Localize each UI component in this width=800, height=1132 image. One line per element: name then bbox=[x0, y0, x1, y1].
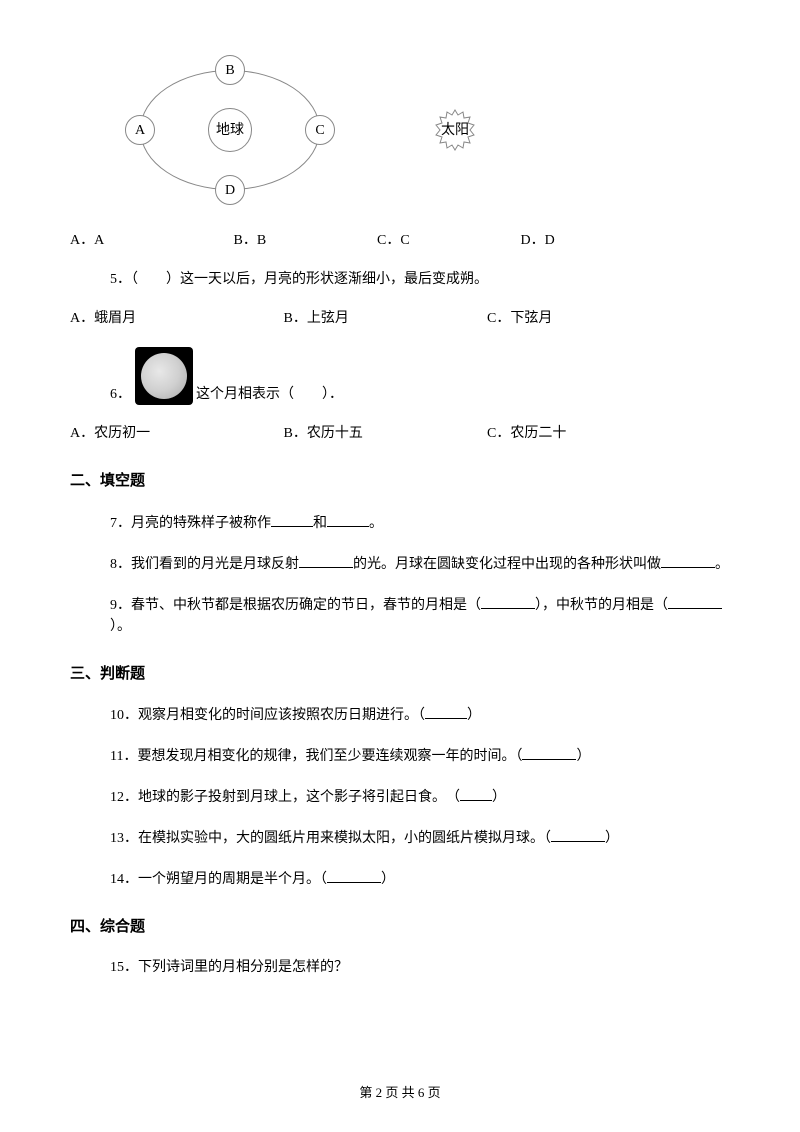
q5-opt-c: C．下弦月 bbox=[487, 308, 552, 329]
q11-blank[interactable] bbox=[522, 744, 576, 760]
node-a: A bbox=[125, 115, 155, 145]
q10-close: ） bbox=[467, 708, 481, 723]
footer-a: 第 bbox=[359, 1085, 375, 1100]
earth-node: 地球 bbox=[208, 108, 252, 152]
q4-opt-c: C．C bbox=[377, 230, 517, 251]
q15: 15．下列诗词里的月相分别是怎样的？ bbox=[110, 957, 730, 978]
node-b-label: B bbox=[225, 60, 234, 81]
q8-part3: 。 bbox=[715, 557, 729, 572]
footer-c: 页 bbox=[424, 1085, 440, 1100]
q9-part1: 9．春节、中秋节都是根据农历确定的节日，春节的月相是（ bbox=[110, 598, 481, 613]
q10-text: 10．观察月相变化的时间应该按照农历日期进行。（ bbox=[110, 708, 425, 723]
section-2-title: 二、填空题 bbox=[70, 470, 730, 493]
q9: 9．春节、中秋节都是根据农历确定的节日，春节的月相是（ ），中秋节的月相是（ ）。 bbox=[110, 593, 730, 637]
q6-opt-a: A．农历初一 bbox=[70, 423, 280, 444]
q11: 11．要想发现月相变化的规律，我们至少要连续观察一年的时间。（ ） bbox=[110, 744, 730, 767]
q14-close: ） bbox=[381, 872, 395, 887]
section-3-title: 三、判断题 bbox=[70, 663, 730, 686]
q5-opt-a: A．蛾眉月 bbox=[70, 308, 280, 329]
footer-b: 页 共 bbox=[382, 1085, 418, 1100]
moon-disc-icon bbox=[141, 353, 187, 399]
earth-label: 地球 bbox=[216, 120, 244, 141]
q9-part2: ），中秋节的月相是（ bbox=[535, 598, 668, 613]
q6-prefix: 6． bbox=[110, 387, 131, 402]
q5-opt-b: B．上弦月 bbox=[284, 308, 484, 329]
q4-options-row: A．A B．B C．C D．D bbox=[70, 230, 730, 251]
q10-blank[interactable] bbox=[425, 703, 467, 719]
moon-phase-image bbox=[135, 347, 193, 405]
node-d: D bbox=[215, 175, 245, 205]
q8: 8．我们看到的月光是月球反射 的光。月球在圆缺变化过程中出现的各种形状叫做 。 bbox=[110, 552, 730, 575]
node-c-label: C bbox=[315, 120, 324, 141]
q9-blank2[interactable] bbox=[668, 593, 722, 609]
q14-text: 14．一个朔望月的周期是半个月。（ bbox=[110, 872, 327, 887]
q8-part1: 8．我们看到的月光是月球反射 bbox=[110, 557, 299, 572]
page-footer: 第 2 页 共 6 页 bbox=[0, 1083, 800, 1103]
q13-blank[interactable] bbox=[551, 826, 605, 842]
q13-close: ） bbox=[605, 831, 619, 846]
node-b: B bbox=[215, 55, 245, 85]
q7-part1: 7．月亮的特殊样子被称作 bbox=[110, 516, 271, 531]
q12-close: ） bbox=[492, 790, 506, 805]
q4-opt-a: A．A bbox=[70, 230, 230, 251]
node-d-label: D bbox=[225, 180, 235, 201]
q4-opt-d: D．D bbox=[521, 230, 555, 251]
q12-blank[interactable] bbox=[460, 785, 492, 801]
q12-text: 12．地球的影子投射到月球上，这个影子将引起日食。 （ bbox=[110, 790, 460, 805]
q10: 10．观察月相变化的时间应该按照农历日期进行。（ ） bbox=[110, 703, 730, 726]
node-a-label: A bbox=[135, 120, 145, 141]
q5-options-row: A．蛾眉月 B．上弦月 C．下弦月 bbox=[70, 308, 730, 329]
q4-opt-b: B．B bbox=[234, 230, 374, 251]
node-c: C bbox=[305, 115, 335, 145]
q14: 14．一个朔望月的周期是半个月。（ ） bbox=[110, 867, 730, 890]
q8-blank2[interactable] bbox=[661, 552, 715, 568]
orbit-diagram: 地球 B D A C 太阳 bbox=[100, 50, 520, 210]
q12: 12．地球的影子投射到月球上，这个影子将引起日食。 （ ） bbox=[110, 785, 730, 808]
q6-stem-row: 6． 这个月相表示（ ）． bbox=[110, 347, 730, 405]
q13-text: 13．在模拟实验中，大的圆纸片用来模拟太阳，小的圆纸片模拟月球。（ bbox=[110, 831, 551, 846]
q14-blank[interactable] bbox=[327, 867, 381, 883]
q6-options-row: A．农历初一 B．农历十五 C．农历二十 bbox=[70, 423, 730, 444]
q7-part3: 。 bbox=[369, 516, 383, 531]
section-4-title: 四、综合题 bbox=[70, 916, 730, 939]
q7-blank1[interactable] bbox=[271, 511, 313, 527]
q7: 7．月亮的特殊样子被称作 和 。 bbox=[110, 511, 730, 534]
q7-part2: 和 bbox=[313, 516, 327, 531]
q9-part3: ）。 bbox=[110, 619, 131, 634]
q11-text: 11．要想发现月相变化的规律，我们至少要连续观察一年的时间。（ bbox=[110, 749, 522, 764]
q11-close: ） bbox=[576, 749, 590, 764]
q7-blank2[interactable] bbox=[327, 511, 369, 527]
q6-suffix: 这个月相表示（ ）． bbox=[196, 387, 343, 402]
q8-part2: 的光。月球在圆缺变化过程中出现的各种形状叫做 bbox=[353, 557, 661, 572]
q6-opt-c: C．农历二十 bbox=[487, 423, 566, 444]
sun-node: 太阳 bbox=[430, 105, 480, 155]
q9-blank1[interactable] bbox=[481, 593, 535, 609]
q6-opt-b: B．农历十五 bbox=[284, 423, 484, 444]
q5-stem: 5．（ ）这一天以后，月亮的形状逐渐细小，最后变成朔。 bbox=[110, 269, 730, 290]
sun-label: 太阳 bbox=[441, 120, 469, 141]
q8-blank1[interactable] bbox=[299, 552, 353, 568]
q13: 13．在模拟实验中，大的圆纸片用来模拟太阳，小的圆纸片模拟月球。（ ） bbox=[110, 826, 730, 849]
